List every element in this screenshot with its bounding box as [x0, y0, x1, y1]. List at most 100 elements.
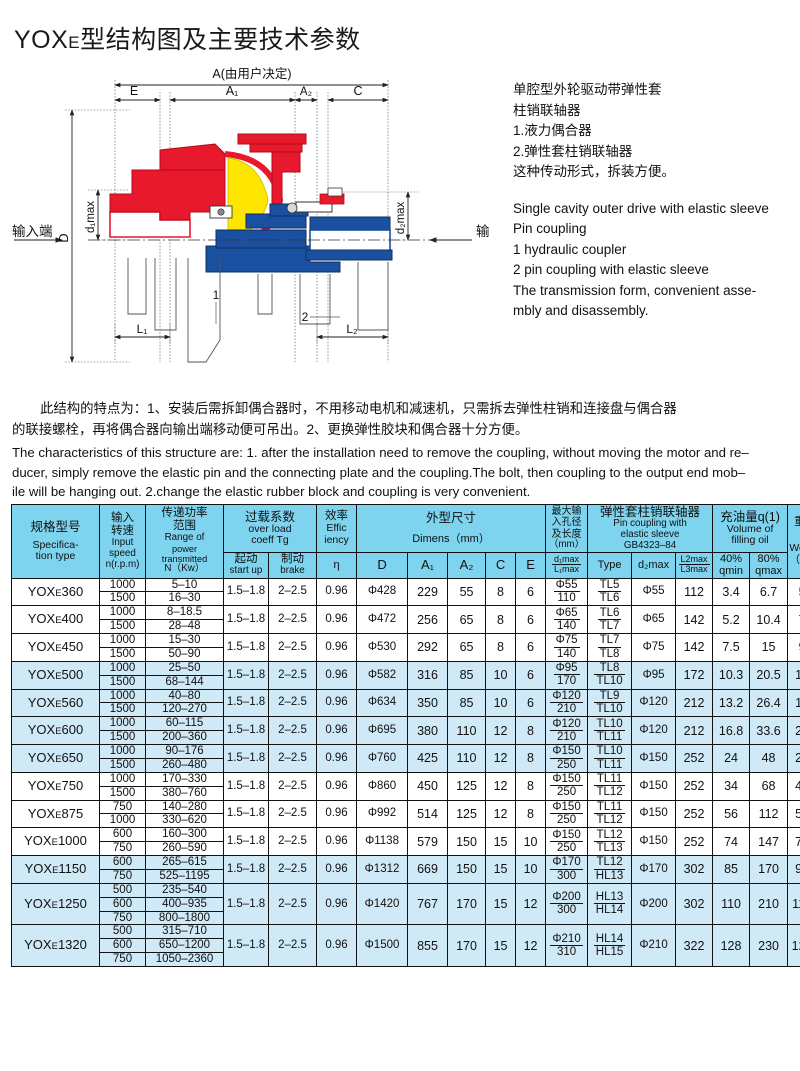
th-col-D: D: [356, 551, 409, 579]
max-bore-fraction: Φ150 250: [550, 801, 583, 826]
cell-max-bore: Φ95 170: [545, 660, 589, 690]
cell-input-speed: 1500: [99, 591, 146, 607]
th-brake-cn: 制动: [281, 553, 304, 566]
cell-dim-C: 15: [485, 924, 517, 968]
input-end-label: 输入端: [12, 224, 53, 239]
cell-d2max: Φ170: [631, 855, 677, 884]
table-row: YOXE1250 500 235–540 1.5–1.8 2–2.5 0.96 Φ1420 7…: [11, 882, 800, 926]
dim-label-d1max: d₁max: [85, 201, 97, 233]
max-bore-fraction: Φ200 300: [550, 891, 583, 916]
cell-weight: 594: [787, 799, 800, 829]
cell-dim-D: Φ695: [356, 716, 409, 746]
cell-d2max: Φ150: [631, 744, 677, 773]
cell-efficiency: 0.96: [316, 633, 358, 662]
th-weight: 重量 Weight （kg）: [787, 504, 800, 579]
coupling-type-fraction: TL10 TL11: [594, 745, 625, 771]
model-size: 560: [61, 694, 84, 710]
cell-input-speed: 1500: [99, 702, 146, 718]
model-subscript: E: [51, 941, 58, 953]
th-bore-cn1: 最大输: [551, 506, 582, 518]
model-prefix: YOX: [27, 639, 56, 655]
desc-en-line-2: Pin coupling: [513, 221, 587, 236]
model-size: 500: [61, 666, 84, 682]
cell-brake: 2–2.5: [267, 855, 318, 884]
max-bore-fraction: Φ170 300: [550, 856, 583, 882]
cell-startup: 1.5–1.8: [223, 771, 269, 801]
characteristics-chinese: 此结构的特点为：1、安装后需拆卸偶合器时，不用移动电机和减速机，只需拆去弹性柱销…: [12, 398, 794, 440]
cell-brake: 2–2.5: [267, 716, 318, 746]
cell-dim-E: 10: [515, 855, 547, 884]
table-row: 1500 380–760: [12, 785, 800, 801]
cell-startup: 1.5–1.8: [223, 799, 269, 829]
cell-L2max: 322: [675, 924, 714, 968]
th-l2-fraction: L2max L3max: [675, 551, 714, 579]
model-prefix: YOX: [24, 833, 52, 849]
cell-dim-A1: 669: [407, 855, 449, 884]
max-bore-fraction: Φ65 140: [553, 607, 580, 632]
cell-brake: 2–2.5: [267, 799, 318, 829]
cell-power-range: 170–330: [145, 771, 224, 787]
desc-cn-line-1: 单腔型外轮驱动带弹性套: [513, 82, 662, 97]
cell-dim-D: Φ634: [356, 688, 409, 718]
cell-max-bore: Φ200 300: [545, 882, 589, 926]
cell-max-bore: Φ150 250: [545, 744, 589, 773]
dim-label-D: D: [56, 233, 71, 242]
cell-oil-qmax: 26.4: [749, 688, 789, 718]
th-col-A1: A₁: [407, 551, 449, 579]
cell-weight: 128: [787, 660, 800, 690]
cell-oil-qmax: 68: [749, 771, 789, 801]
table-row: 600 400–935: [12, 896, 800, 912]
cell-coupling-type: TL9 TL10: [587, 688, 633, 718]
cell-power-range: 140–280: [145, 799, 224, 815]
dim-label-d2max: d₂max: [395, 201, 407, 234]
table-row: 1500 200–360: [12, 730, 800, 746]
model-prefix: YOX: [24, 861, 53, 877]
coupling-type-top: HL14: [593, 932, 626, 946]
cell-startup: 1.5–1.8: [223, 882, 269, 926]
th-oil-en1: Volume of: [726, 522, 774, 535]
desc-cn-line-5: 这种传动形式，拆装方便。: [513, 164, 675, 179]
th-col-E: E: [515, 551, 547, 579]
cell-coupling-type: TL11 TL12: [587, 771, 633, 801]
cell-dim-A1: 292: [407, 633, 449, 662]
char-cn-text-1: 此结构的特点为：1、安装后需拆卸偶合器时，不用移动电机和减速机，只需拆去弹性柱销…: [40, 401, 677, 416]
max-bore-diameter: Φ95: [553, 662, 580, 676]
cell-power-range: 265–615: [145, 855, 224, 870]
cell-power-range: 260–590: [145, 841, 224, 857]
th-pin-en2: elastic sleeve: [620, 528, 680, 540]
header-row-3: 起动 start up 制动 brake η D A₁ A₂ C E: [12, 551, 800, 579]
cell-coupling-type: TL12 HL13: [587, 855, 633, 884]
cell-dim-A2: 65: [447, 633, 487, 662]
cell-power-range: 15–30: [145, 633, 224, 648]
coupling-type-fraction: TL6 TL7: [597, 607, 622, 632]
cell-input-speed: 1500: [99, 674, 146, 690]
coupling-type-fraction: TL12 HL13: [593, 856, 626, 882]
cell-efficiency: 0.96: [316, 882, 358, 926]
page-title-suffix: 型结构图及主要技术参数: [80, 26, 361, 54]
cell-power-range: 400–935: [145, 896, 224, 912]
cell-coupling-type: TL10 TL11: [587, 716, 633, 746]
cell-oil-qmin: 7.5: [712, 633, 751, 662]
cell-input-speed: 750: [99, 799, 146, 815]
model-prefix: YOX: [27, 777, 56, 793]
table-row: YOXE450 1000 15–30 1.5–1.8 2–2.5 0.96 Φ530 292 6…: [11, 633, 800, 662]
cell-input-speed: 1000: [99, 771, 146, 787]
th-oil-en2: filling oil: [731, 534, 769, 547]
char-en-line-2: ducer, simply remove the elastic pin and…: [12, 464, 746, 480]
table-row: YOXE650 1000 90–176 1.5–1.8 2–2.5 0.96 Φ760 425…: [11, 744, 800, 773]
cell-power-range: 8–18.5: [145, 605, 224, 621]
coupling-type-bottom: TL7: [599, 619, 620, 632]
cell-oil-qmax: 15: [749, 633, 789, 662]
cell-startup: 1.5–1.8: [223, 716, 269, 746]
cell-oil-qmin: 3.4: [712, 577, 751, 607]
cell-weight: 972: [787, 855, 800, 884]
cell-input-speed: 600: [99, 827, 146, 843]
table-head: 规格型号 Specifica- tion type 输入 转速 Input sp…: [11, 504, 800, 579]
coupling-type-bottom: TL6: [599, 592, 620, 604]
coupling-cross-section-diagram: A(由用户决定) E A₁ A₂ C D d₁max d₂max L₁ L₂ 1…: [10, 62, 490, 392]
cell-oil-qmax: 230: [749, 924, 789, 968]
cell-weight: 222: [787, 716, 800, 746]
model-subscript: E: [55, 698, 62, 710]
th-input-cn2: 转速: [111, 524, 134, 537]
